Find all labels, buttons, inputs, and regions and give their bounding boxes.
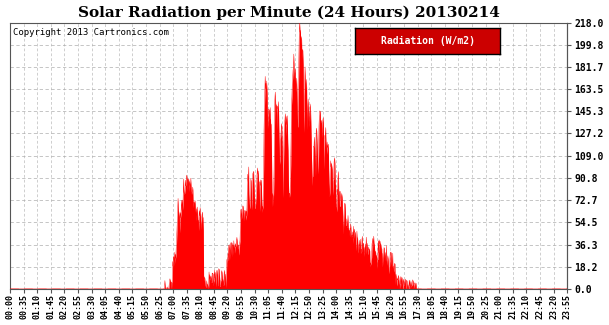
Text: Copyright 2013 Cartronics.com: Copyright 2013 Cartronics.com [13, 28, 169, 37]
Title: Solar Radiation per Minute (24 Hours) 20130214: Solar Radiation per Minute (24 Hours) 20… [78, 6, 499, 20]
